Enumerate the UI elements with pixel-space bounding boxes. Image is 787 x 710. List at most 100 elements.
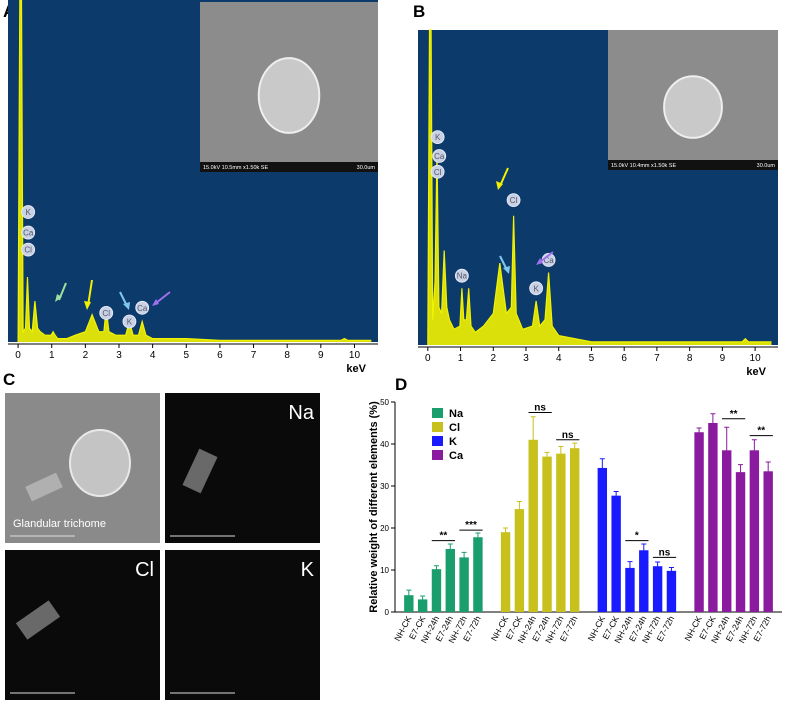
bar bbox=[514, 509, 525, 612]
x-tick-label: 7 bbox=[654, 353, 660, 364]
bar bbox=[528, 439, 538, 612]
legend-swatch bbox=[432, 436, 443, 446]
error-bar bbox=[599, 458, 605, 478]
x-tick-label: 0 bbox=[15, 350, 21, 361]
y-tick-label: 0 bbox=[385, 608, 390, 617]
sem-cell bbox=[663, 75, 723, 139]
bar bbox=[763, 471, 773, 612]
peak-label-badge bbox=[122, 314, 137, 329]
bar bbox=[625, 567, 635, 612]
x-tick-label: 9 bbox=[318, 350, 324, 361]
peak-label: K bbox=[435, 133, 441, 142]
x-tick-label: 10 bbox=[750, 353, 762, 364]
legend-label: Na bbox=[449, 408, 464, 420]
peak-label-badge bbox=[21, 242, 36, 257]
arrow bbox=[87, 279, 93, 307]
significance-label: ** bbox=[757, 426, 765, 437]
error-bar bbox=[475, 532, 481, 542]
spectrum-line bbox=[17, 0, 372, 343]
x-tick-label: 4 bbox=[556, 353, 562, 364]
bar bbox=[722, 450, 732, 612]
inset-caption-bar bbox=[200, 162, 378, 172]
peak-label: Ca bbox=[543, 256, 554, 265]
error-bar bbox=[516, 501, 522, 518]
y-tick-label: 20 bbox=[380, 524, 389, 533]
bar bbox=[404, 595, 414, 612]
spectrum-line bbox=[427, 29, 772, 346]
error-bar bbox=[641, 543, 647, 558]
bar bbox=[556, 453, 566, 612]
error-bar bbox=[558, 446, 564, 462]
bar bbox=[708, 423, 718, 612]
spectrum-fill bbox=[427, 30, 772, 345]
arrow-head bbox=[123, 302, 130, 310]
panel-label: D bbox=[395, 375, 407, 394]
inset-caption: 15.0kV 10.5mm x1.50k SE bbox=[203, 165, 268, 171]
arrow-head bbox=[536, 258, 543, 265]
x-tick-label: 10 bbox=[349, 350, 361, 361]
peak-label-badge bbox=[454, 268, 469, 283]
x-tick-label: 0 bbox=[425, 353, 431, 364]
crystal bbox=[25, 472, 63, 502]
peak-label: Na bbox=[457, 272, 468, 281]
tile-label: Cl bbox=[135, 559, 154, 581]
x-tick-label: 7 bbox=[251, 350, 257, 361]
peak-label: Cl bbox=[102, 309, 110, 318]
y-tick-label: 10 bbox=[380, 566, 389, 575]
x-axis-label: keV bbox=[746, 366, 766, 378]
bar bbox=[652, 566, 663, 612]
panel-label: B bbox=[413, 2, 425, 21]
inset-caption-bar bbox=[608, 160, 778, 170]
peak-label: Ca bbox=[23, 229, 34, 238]
y-tick-label: 30 bbox=[380, 482, 389, 491]
element-signal bbox=[15, 600, 61, 640]
tile-label: Na bbox=[288, 402, 314, 424]
trichome bbox=[69, 429, 131, 497]
bar bbox=[542, 456, 552, 612]
peak-label: Ca bbox=[137, 304, 148, 313]
error-bar bbox=[447, 543, 453, 555]
bar bbox=[569, 448, 580, 612]
x-tick-label: 8 bbox=[687, 353, 693, 364]
legend-swatch bbox=[432, 450, 443, 460]
bar bbox=[597, 467, 608, 612]
error-bar bbox=[406, 589, 412, 601]
significance-label: ns bbox=[659, 547, 671, 558]
significance-label: *** bbox=[465, 520, 477, 531]
bar bbox=[500, 532, 511, 612]
legend-label: Ca bbox=[449, 450, 464, 462]
error-bar bbox=[572, 442, 578, 454]
bar bbox=[666, 570, 677, 612]
arrow-head bbox=[152, 299, 159, 306]
peak-label: Cl bbox=[510, 196, 518, 205]
bar bbox=[749, 450, 760, 612]
error-bar bbox=[724, 426, 730, 474]
x-tick-label: 9 bbox=[720, 353, 726, 364]
error-bar bbox=[668, 566, 674, 575]
arrow bbox=[155, 291, 171, 304]
bar bbox=[694, 432, 704, 612]
significance-label: ** bbox=[439, 531, 447, 542]
error-bar bbox=[613, 490, 619, 501]
error-bar bbox=[433, 565, 439, 574]
element-signal bbox=[182, 448, 218, 494]
sem-cell bbox=[257, 57, 321, 134]
x-tick-label: 4 bbox=[150, 350, 156, 361]
x-tick-label: 2 bbox=[490, 353, 496, 364]
error-bar bbox=[710, 413, 716, 433]
error-bar bbox=[420, 595, 426, 604]
legend-swatch bbox=[432, 422, 443, 432]
bar bbox=[639, 550, 649, 612]
bar bbox=[417, 599, 428, 612]
inset-caption: 15.0kV 10.4mm x1.50k SE bbox=[611, 163, 676, 169]
legend-swatch bbox=[432, 408, 443, 418]
bar bbox=[459, 557, 469, 612]
x-tick-label: 3 bbox=[116, 350, 122, 361]
x-tick-label: 5 bbox=[183, 350, 189, 361]
peak-label-badge bbox=[430, 130, 445, 145]
y-axis-label: Relative weight of different elements (%… bbox=[368, 401, 380, 613]
peak-label: K bbox=[533, 284, 539, 293]
tile-label: Glandular trichome bbox=[13, 518, 106, 530]
arrow-head bbox=[496, 181, 503, 190]
